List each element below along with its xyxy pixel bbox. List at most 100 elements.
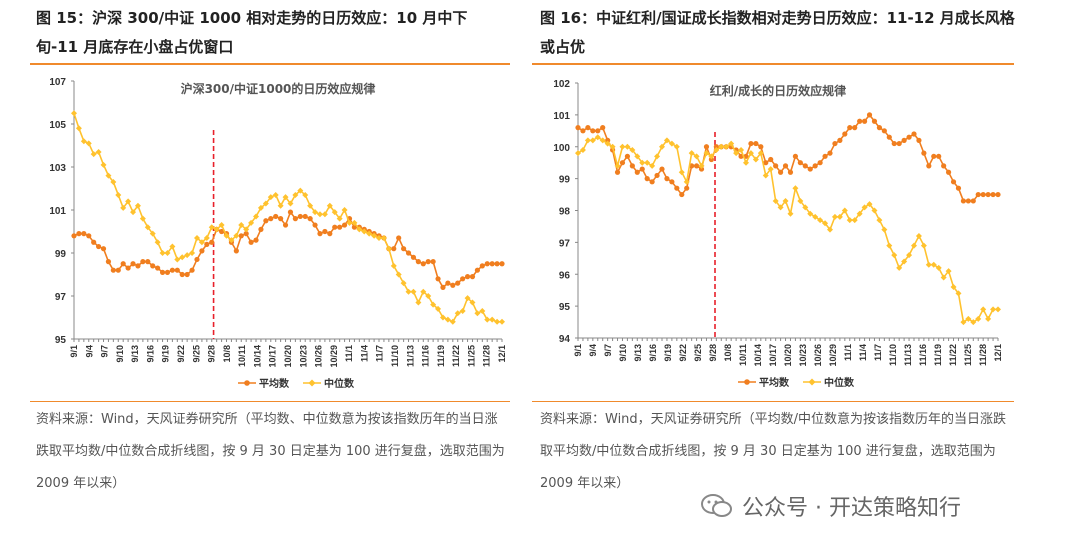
data-point-median [856,210,863,217]
data-point-median [891,252,898,259]
data-point-mean [194,256,200,263]
data-point-median [331,209,338,216]
data-point-median [400,280,407,287]
data-point-median [945,268,952,275]
data-point-median [965,315,972,322]
data-point-mean [460,276,466,282]
data-point-median [85,140,92,147]
data-point-mean [703,144,710,150]
x-tick-label: 9/19 [663,344,673,362]
data-point-median [395,271,402,278]
data-point-median [644,159,651,166]
data-point-mean [886,134,892,140]
data-point-median [489,316,496,323]
data-point-median [361,228,368,235]
data-point-mean [238,233,244,239]
data-point-median [955,290,962,297]
data-point-median [248,219,255,226]
data-point-median [881,226,888,233]
data-point-median [253,213,260,220]
x-tick-label: 12/1 [497,345,507,363]
x-tick-label: 9/16 [648,344,658,362]
data-point-median [302,191,309,198]
data-point-median [975,315,982,322]
data-point-mean [489,261,495,267]
data-point-median [376,234,383,241]
data-point-mean [614,169,621,175]
y-tick-label: 107 [49,77,66,88]
x-tick-label: 10/29 [828,344,838,367]
y-tick-label: 99 [559,175,571,186]
data-point-mean [916,137,922,143]
data-point-median [797,197,804,204]
x-tick-label: 9/4 [84,345,94,358]
data-point-median [425,293,432,299]
data-point-mean [965,198,971,204]
data-point-mean [693,163,700,169]
data-point-median [851,217,858,224]
data-point-mean [273,213,279,220]
data-point-mean [852,125,858,131]
data-point-median [985,315,992,322]
data-point-median [614,162,621,169]
data-point-median [634,153,641,160]
x-tick-label: 11/1 [344,345,354,362]
data-point-median [90,151,97,158]
data-point-mean [332,224,338,230]
data-point-mean [204,241,210,247]
data-point-mean [322,228,328,235]
x-tick-label: 11/19 [933,344,943,366]
data-point-median [326,202,333,209]
data-point-mean [312,222,318,228]
x-tick-label: 9/25 [693,344,703,362]
data-point-mean [585,125,591,131]
x-tick-label: 10/17 [768,344,778,367]
data-point-mean [455,280,461,286]
data-point-median [861,204,868,211]
figure-15-source: 资料来源：Wind，天风证券研究所（平均数、中位数意为按该指数历年的当日涨跌取平… [36,412,505,491]
data-point-median [782,197,789,204]
data-point-mean [253,237,259,243]
x-tick-label: 11/22 [451,345,461,367]
data-point-mean [91,239,97,245]
y-tick-label: 96 [559,270,571,281]
data-point-mean [985,191,991,198]
data-point-median [871,207,878,214]
data-point-mean [464,274,471,280]
data-point-mean [866,112,873,118]
data-point-median [911,242,917,249]
data-point-median [649,162,656,169]
data-point-median [831,213,838,220]
data-point-mean [174,267,180,273]
data-point-mean [150,263,156,269]
data-point-median [262,200,269,207]
x-tick-label: 11/7 [375,345,385,362]
x-tick-label: 9/7 [100,345,110,358]
figure-16-rule [532,63,1014,65]
data-point-median [410,288,417,295]
data-point-mean [634,169,640,175]
data-point-median [120,204,127,211]
data-point-median [896,264,903,271]
y-tick-label: 97 [559,238,571,249]
legend-marker-diamond [808,378,816,386]
data-point-mean [105,259,112,265]
x-tick-label: 11/4 [858,344,868,361]
data-point-median [125,198,132,205]
data-point-median [990,306,997,313]
data-point-mean [649,179,655,185]
data-point-mean [450,282,456,288]
data-point-mean [184,271,190,278]
data-point-median [906,252,913,259]
x-tick-label: 11/25 [466,345,476,367]
x-tick-label: 9/16 [145,345,155,363]
x-tick-label: 10/14 [753,344,763,367]
data-point-mean [975,191,981,198]
data-point-mean [287,209,294,215]
data-point-median [827,226,833,233]
data-point-mean [896,140,902,147]
data-point-mean [341,222,348,228]
data-point-median [594,134,601,141]
data-point-median [420,288,427,295]
x-tick-label: 10/26 [314,345,324,368]
